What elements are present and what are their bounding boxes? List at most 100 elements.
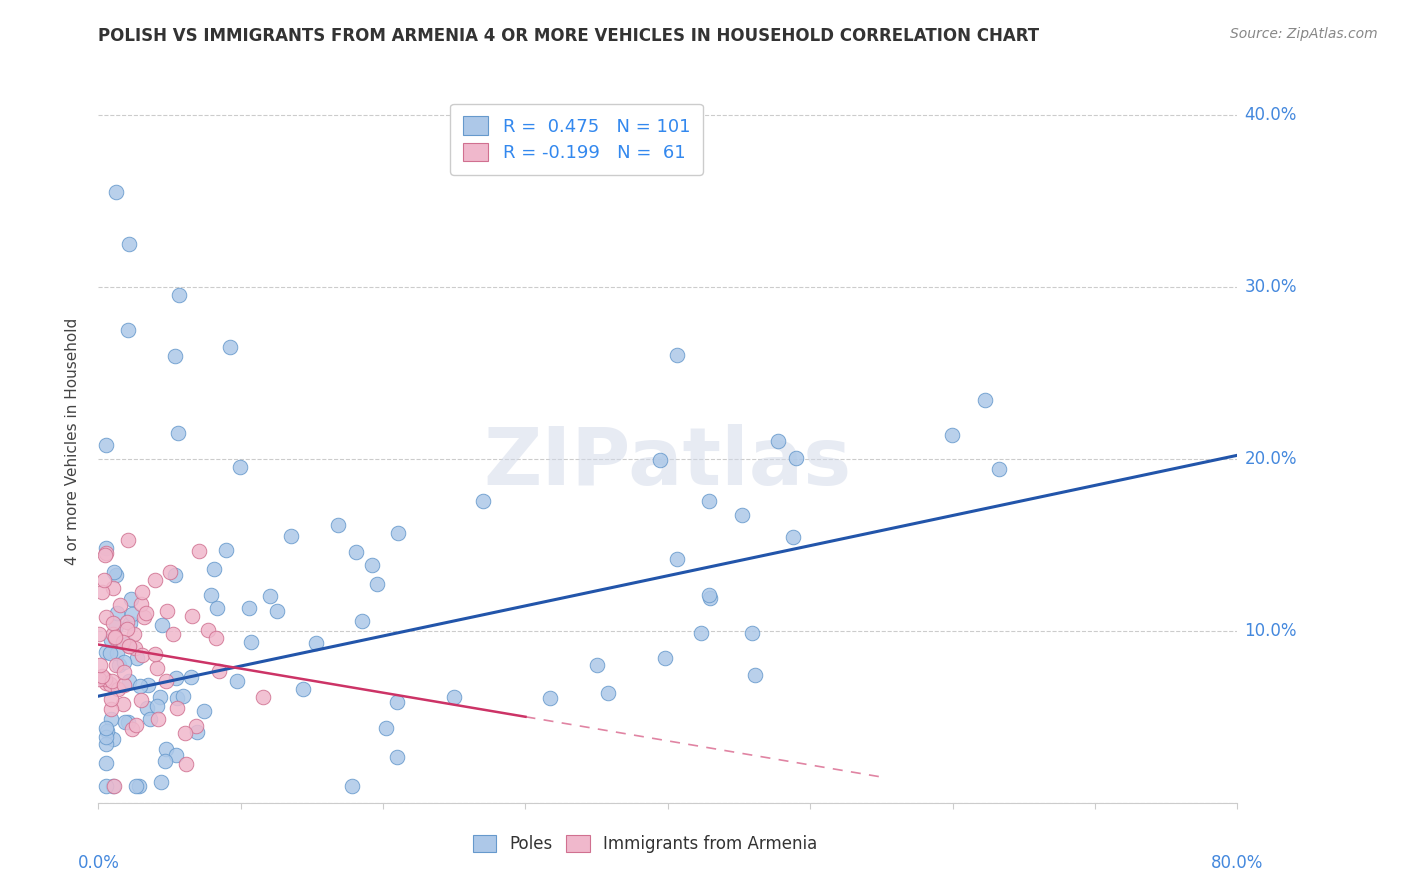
Text: 10.0%: 10.0% [1244, 622, 1296, 640]
Point [111, 698, 134, 712]
Point [385, 695, 408, 709]
Point [163, 568, 186, 582]
Point [115, 615, 138, 630]
Point [103, 565, 125, 579]
Text: 30.0%: 30.0% [1244, 277, 1296, 296]
Point [146, 712, 169, 726]
Point [697, 588, 720, 602]
Point [127, 651, 149, 665]
Point [104, 567, 127, 582]
Point [87, 672, 110, 686]
Point [101, 627, 124, 641]
Point [167, 425, 190, 440]
Point [118, 639, 141, 653]
Point [156, 604, 179, 618]
Point [131, 584, 153, 599]
Point [90, 669, 112, 683]
Point [665, 348, 688, 362]
Point [366, 577, 388, 591]
Point [101, 581, 124, 595]
Point [112, 665, 135, 679]
Point [101, 732, 124, 747]
Point [741, 625, 763, 640]
Point [94, 438, 117, 452]
Point [108, 598, 131, 612]
Point [129, 680, 152, 694]
Point [150, 774, 173, 789]
Point [280, 529, 302, 543]
Point [197, 624, 219, 638]
Point [228, 460, 250, 475]
Point [131, 648, 153, 662]
Point [202, 562, 225, 576]
Point [101, 616, 124, 631]
Point [165, 349, 187, 363]
Point [136, 678, 159, 692]
Point [586, 658, 609, 673]
Point [89, 626, 111, 640]
Point [120, 616, 142, 631]
Point [117, 533, 139, 547]
Point [94, 644, 117, 658]
Point [98, 677, 121, 691]
Text: Source: ZipAtlas.com: Source: ZipAtlas.com [1230, 27, 1378, 41]
Point [238, 601, 260, 615]
Y-axis label: 4 or more Vehicles in Household: 4 or more Vehicles in Household [65, 318, 80, 566]
Point [361, 558, 384, 573]
Point [186, 719, 208, 733]
Point [94, 737, 117, 751]
Point [114, 714, 136, 729]
Point [174, 726, 197, 740]
Point [165, 671, 187, 685]
Point [344, 545, 367, 559]
Point [89, 657, 111, 672]
Text: 40.0%: 40.0% [1244, 105, 1296, 124]
Point [167, 288, 190, 302]
Point [150, 617, 173, 632]
Point [135, 701, 157, 715]
Point [101, 673, 124, 688]
Point [699, 591, 721, 605]
Point [266, 604, 288, 618]
Point [690, 626, 713, 640]
Point [155, 673, 177, 688]
Point [94, 546, 117, 560]
Point [174, 756, 197, 771]
Point [93, 573, 115, 587]
Point [143, 647, 166, 661]
Point [208, 664, 231, 678]
Point [697, 494, 720, 508]
Text: 0.0%: 0.0% [77, 855, 120, 872]
Point [240, 634, 263, 648]
Point [125, 718, 148, 732]
Point [159, 566, 181, 580]
Point [187, 544, 209, 558]
Point [200, 588, 222, 602]
Point [120, 592, 142, 607]
Point [108, 657, 131, 672]
Point [472, 493, 495, 508]
Point [375, 721, 398, 735]
Point [122, 627, 145, 641]
Point [118, 640, 141, 654]
Point [342, 779, 364, 793]
Point [731, 508, 754, 522]
Point [107, 681, 129, 696]
Point [107, 646, 129, 660]
Point [100, 712, 122, 726]
Point [205, 632, 228, 646]
Point [172, 689, 194, 703]
Point [101, 779, 124, 793]
Point [94, 548, 117, 562]
Point [387, 749, 409, 764]
Point [121, 607, 143, 621]
Point [98, 646, 121, 660]
Point [387, 526, 409, 541]
Text: 80.0%: 80.0% [1211, 855, 1264, 872]
Point [538, 690, 561, 705]
Point [988, 462, 1011, 476]
Point [215, 543, 238, 558]
Text: POLISH VS IMMIGRANTS FROM ARMENIA 4 OR MORE VEHICLES IN HOUSEHOLD CORRELATION CH: POLISH VS IMMIGRANTS FROM ARMENIA 4 OR M… [98, 27, 1039, 45]
Point [94, 541, 117, 555]
Point [94, 673, 117, 687]
